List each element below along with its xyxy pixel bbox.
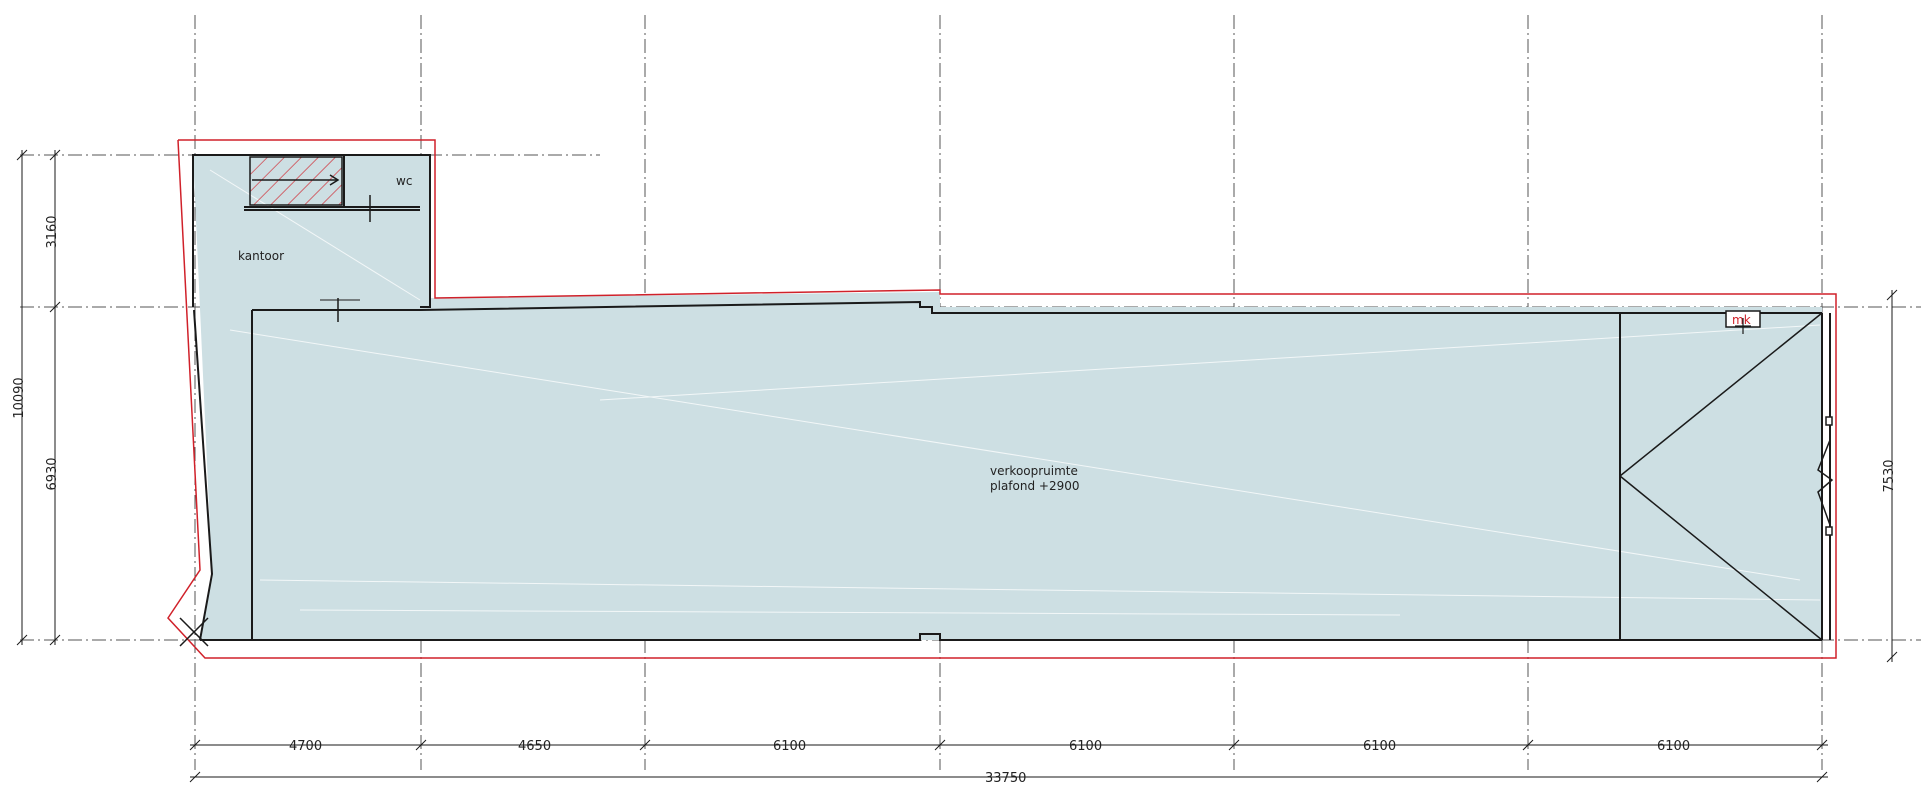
right-dimensions <box>1886 289 1898 663</box>
dim-bottom-3: 6100 <box>773 739 806 754</box>
dim-bottom-6: 6100 <box>1657 739 1690 754</box>
room-label-ceiling: plafond +2900 <box>990 479 1080 493</box>
dim-left-total: 10090 <box>12 377 27 418</box>
room-label-sales: verkoopruimte <box>990 464 1078 478</box>
entrance-lines <box>1619 312 1834 641</box>
dim-bottom-1: 4700 <box>289 739 322 754</box>
boundary-outline <box>167 139 1837 659</box>
floor-area <box>193 154 1822 640</box>
dim-bottom-4: 6100 <box>1069 739 1102 754</box>
dim-bottom-total: 33750 <box>985 771 1026 786</box>
dim-left-2: 6930 <box>45 457 60 490</box>
bottom-dimension-labels: 4700 4650 6100 6100 6100 6100 33750 <box>289 739 1690 786</box>
dim-bottom-2: 4650 <box>518 739 551 754</box>
stair-hatch <box>249 156 343 206</box>
room-label-office: kantoor <box>238 249 284 263</box>
room-label-toilet: wc <box>396 174 412 188</box>
meter-box-label: mk <box>1732 313 1751 327</box>
bottom-dimensions <box>189 739 1828 783</box>
left-dimensions <box>16 149 61 646</box>
dim-left-1: 3160 <box>45 215 60 248</box>
walls <box>179 154 1831 647</box>
guide-lines <box>209 169 1821 616</box>
dim-right-total: 7530 <box>1882 459 1897 492</box>
dim-bottom-5: 6100 <box>1363 739 1396 754</box>
stair-arrow <box>252 174 340 186</box>
